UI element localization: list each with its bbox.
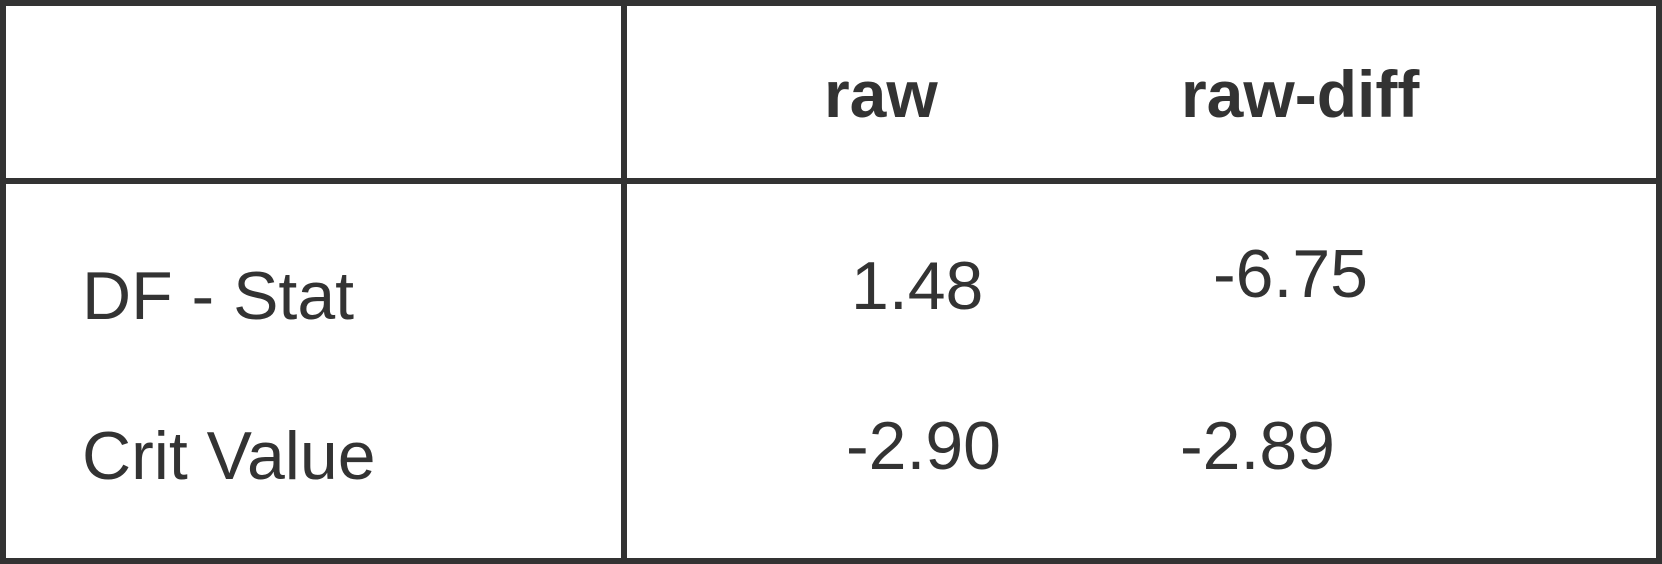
cell-crit-value-raw-diff: -2.89 bbox=[1180, 408, 1335, 484]
cell-df-stat-raw-diff: -6.75 bbox=[1213, 236, 1368, 312]
column-header-raw-diff: raw-diff bbox=[1181, 57, 1420, 131]
column-header-raw: raw bbox=[824, 57, 938, 131]
cell-df-stat-raw: 1.48 bbox=[851, 248, 984, 324]
row-label-df-stat: DF - Stat bbox=[82, 258, 355, 334]
cell-crit-value-raw: -2.90 bbox=[846, 408, 1001, 484]
column-divider bbox=[621, 6, 627, 558]
row-label-crit-value: Crit Value bbox=[82, 418, 376, 494]
header-row-divider bbox=[6, 178, 1656, 184]
